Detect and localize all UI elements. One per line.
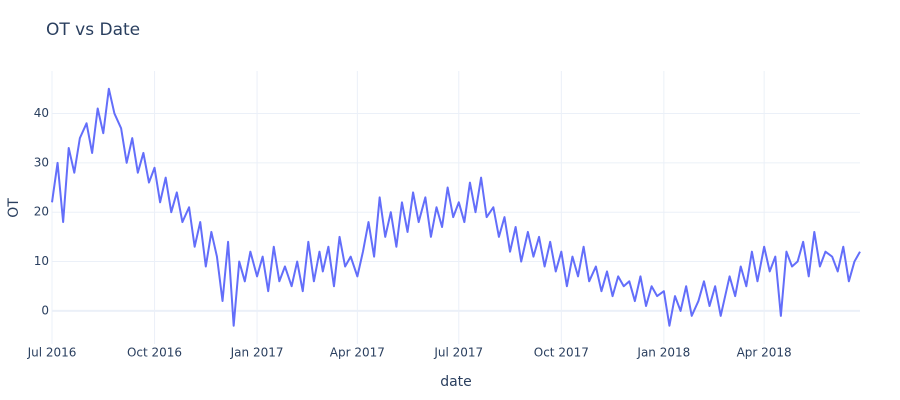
x-tick-label: Apr 2017	[330, 346, 385, 360]
x-tick-label: Jul 2017	[433, 346, 483, 360]
x-tick-label: Jan 2018	[636, 346, 690, 360]
series-line	[51, 87, 861, 327]
y-axis-label: OT	[6, 198, 22, 218]
y-tick-label: 0	[41, 303, 49, 317]
x-tick-label: Oct 2016	[127, 346, 182, 360]
chart-title: OT vs Date	[46, 20, 140, 40]
y-tick-label: 20	[34, 205, 49, 219]
x-tick-label: Oct 2017	[534, 346, 589, 360]
x-tick-label: Jul 2016	[27, 346, 77, 360]
y-tick-label: 40	[34, 106, 49, 120]
x-tick-label: Jan 2017	[230, 346, 284, 360]
x-tick-label: Apr 2018	[737, 346, 792, 360]
x-axis-label: date	[440, 374, 472, 390]
y-tick-label: 10	[34, 254, 49, 268]
y-tick-label: 30	[34, 155, 49, 169]
